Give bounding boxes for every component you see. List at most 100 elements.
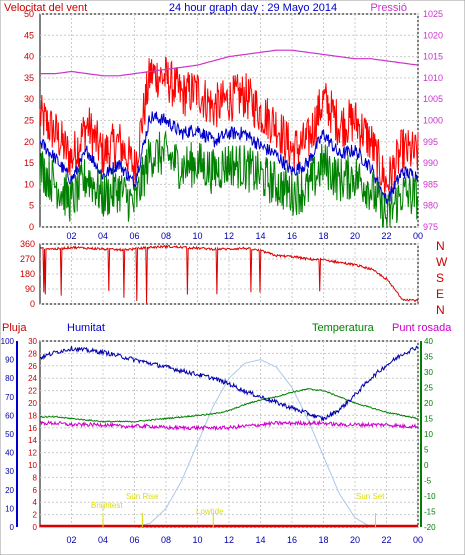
humidity-y-tick-label: 100 [1, 337, 15, 346]
rain-y-tick-label: 14 [28, 436, 37, 445]
wind-y-tick-label: 20 [24, 137, 34, 147]
rain-y-tick-label: 2 [33, 511, 38, 520]
wind-y-tick-label: 0 [29, 222, 34, 232]
wind-x-tick-label: 06 [129, 231, 139, 241]
pressure-y-tick-label: 1005 [423, 94, 443, 104]
direction-y-tick-label: 270 [20, 254, 35, 264]
wind-x-tick-label: 08 [161, 231, 171, 241]
pressure-y-tick-label: 990 [423, 158, 438, 168]
pressure-y-tick-label: 975 [423, 222, 438, 232]
humidity-y-tick-label: 20 [5, 486, 14, 495]
wind-direction-panel: 0 90 180 270 360 [20, 239, 419, 309]
humidity-y-tick-label: 0 [10, 523, 15, 532]
wind-x-tick-label: 02 [66, 231, 76, 241]
direction-letter-n-top: N [436, 239, 445, 253]
temperature-y-tick-label: -20 [424, 523, 436, 532]
temperature-y-tick-label: -10 [424, 492, 436, 501]
rain-y-tick-label: 18 [28, 411, 37, 420]
pressure-y-tick-label: 1025 [423, 9, 443, 19]
wind-average-line [39, 111, 419, 207]
humidity-y-tick-label: 70 [5, 393, 14, 402]
temp-x-tick-label: 06 [129, 535, 139, 545]
wind-y-tick-label: 15 [24, 158, 34, 168]
humidity-y-tick-label: 50 [5, 430, 14, 439]
temperature-y-tick-label: -5 [424, 477, 432, 486]
wind-x-tick-label: 20 [350, 231, 360, 241]
wind-y-tick-label: 5 [29, 201, 34, 211]
temp-x-tick-label: 14 [255, 535, 265, 545]
wind-x-tick-label: 12 [224, 231, 234, 241]
event-sunset: Sun Set [356, 492, 385, 501]
dewpoint-label: Punt rosada [392, 322, 452, 334]
humidity-y-tick-label: 30 [5, 467, 14, 476]
temperature-y-tick-label: -15 [424, 508, 436, 517]
event-lowtide: Lowtide [196, 507, 224, 516]
humidity-y-tick-label: 10 [5, 504, 14, 513]
wind-gust-line [39, 56, 419, 194]
pressure-label: Pressió [370, 2, 407, 14]
humidity-y-tick-label: 80 [5, 374, 14, 383]
humidity-y-tick-label: 90 [5, 356, 14, 365]
wind-pressure-panel: 0510152025303540455097598098599099510001… [24, 9, 443, 241]
chart-title: 24 hour graph day : 29 Mayo 2014 [169, 2, 337, 14]
event-brightest: Brightest [91, 501, 123, 510]
wind-y-tick-label: 35 [24, 73, 34, 83]
temperature-line [39, 388, 419, 423]
wind-speed-label: Velocitat del vent [4, 2, 87, 14]
direction-letter-e: E [436, 287, 444, 301]
humidity-label: Humitat [67, 322, 105, 334]
rain-y-tick-label: 16 [28, 424, 37, 433]
temp-x-tick-label: 00 [413, 535, 423, 545]
direction-y-tick-label: 360 [20, 239, 35, 249]
temperature-y-tick-label: 0 [424, 461, 429, 470]
temperature-y-tick-label: 10 [424, 430, 433, 439]
wind-direction-line [39, 244, 419, 304]
wind-x-tick-label: 04 [98, 231, 108, 241]
humidity-y-tick-label: 40 [5, 449, 14, 458]
temp-x-tick-label: 02 [66, 535, 76, 545]
temperature-y-tick-label: 25 [424, 384, 433, 393]
rain-y-tick-label: 4 [33, 498, 38, 507]
pressure-y-tick-label: 980 [423, 201, 438, 211]
direction-letter-n-bottom: N [436, 303, 445, 317]
pressure-y-tick-label: 985 [423, 179, 438, 189]
wind-y-tick-label: 40 [24, 52, 34, 62]
humidity-y-tick-label: 60 [5, 411, 14, 420]
rain-y-tick-label: 22 [28, 387, 37, 396]
temperature-y-tick-label: 35 [424, 353, 433, 362]
rain-y-tick-label: 30 [28, 337, 37, 346]
pressure-y-tick-label: 1020 [423, 30, 443, 40]
temperature-y-tick-label: 40 [424, 337, 433, 346]
temperature-y-tick-label: 30 [424, 368, 433, 377]
wind-x-tick-label: 22 [381, 231, 391, 241]
rain-y-tick-label: 28 [28, 349, 37, 358]
rain-y-tick-label: 10 [28, 461, 37, 470]
wind-y-tick-label: 50 [24, 9, 34, 19]
wind-minimum-line [39, 131, 419, 228]
wind-x-tick-label: 18 [318, 231, 328, 241]
rain-y-tick-label: 26 [28, 362, 37, 371]
pressure-y-tick-label: 1010 [423, 73, 443, 83]
pressure-line [40, 49, 419, 77]
rain-y-tick-label: 8 [33, 473, 38, 482]
wind-x-tick-label: 16 [287, 231, 297, 241]
event-sunrise: Sun Rise [126, 492, 159, 501]
rain-y-tick-label: 6 [33, 486, 38, 495]
direction-y-tick-label: 180 [20, 269, 35, 279]
wind-x-tick-label: 10 [192, 231, 202, 241]
rain-y-tick-label: 20 [28, 399, 37, 408]
direction-letter-s: S [436, 271, 444, 285]
rain-y-tick-label: 0 [33, 523, 38, 532]
temp-x-tick-label: 22 [381, 535, 391, 545]
wind-y-tick-label: 25 [24, 116, 34, 126]
rain-y-tick-label: 12 [28, 449, 37, 458]
pressure-y-tick-label: 1000 [423, 116, 443, 126]
temperature-y-tick-label: 20 [424, 399, 433, 408]
temperature-y-tick-label: 5 [424, 446, 429, 455]
temperature-y-tick-label: 15 [424, 415, 433, 424]
rain-y-tick-label: 24 [28, 374, 37, 383]
pressure-y-tick-label: 1015 [423, 52, 443, 62]
temp-x-tick-label: 18 [318, 535, 328, 545]
